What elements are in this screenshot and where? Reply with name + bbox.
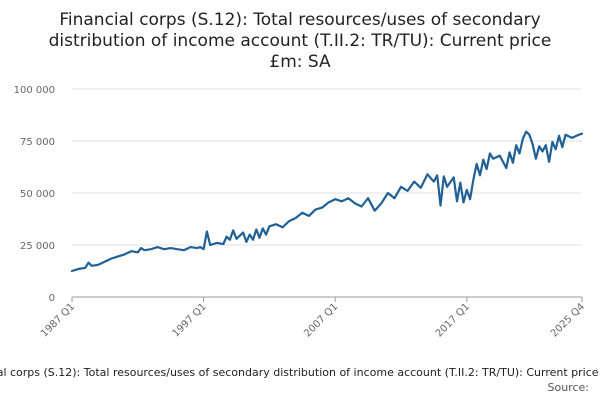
chart-title: Financial corps (S.12): Total resources/… [49, 10, 552, 72]
footer-series-title: Financial corps (S.12): Total resources/… [0, 366, 600, 379]
chart-title-line-2: distribution of income account (T.II.2: … [49, 31, 552, 51]
y-tick-label: 50 000 [20, 189, 55, 200]
x-tick-label: 2017 Q1 [434, 301, 472, 339]
x-tick-label: 1997 Q1 [171, 301, 209, 339]
x-tick-label: 2007 Q1 [302, 301, 340, 339]
x-tick-label: 1987 Q1 [39, 301, 77, 339]
chart-title-line-1: Financial corps (S.12): Total resources/… [59, 10, 540, 30]
y-tick-label: 75 000 [20, 137, 55, 148]
x-tick-label: 2025 Q4 [549, 301, 587, 339]
y-tick-label: 25 000 [20, 241, 55, 252]
gridlines [72, 88, 582, 246]
source-label: Source: [548, 381, 590, 394]
y-tick-label: 0 [49, 293, 55, 304]
y-tick-label: 100 000 [14, 85, 55, 96]
x-axis-ticks: 1987 Q1 1997 Q1 2007 Q1 2017 Q1 2025 Q4 [39, 297, 587, 339]
chart-title-line-3: £m: SA [269, 52, 331, 72]
y-axis-ticks: 0 25 000 50 000 75 000 100 000 [14, 85, 55, 304]
series-line [70, 130, 584, 273]
